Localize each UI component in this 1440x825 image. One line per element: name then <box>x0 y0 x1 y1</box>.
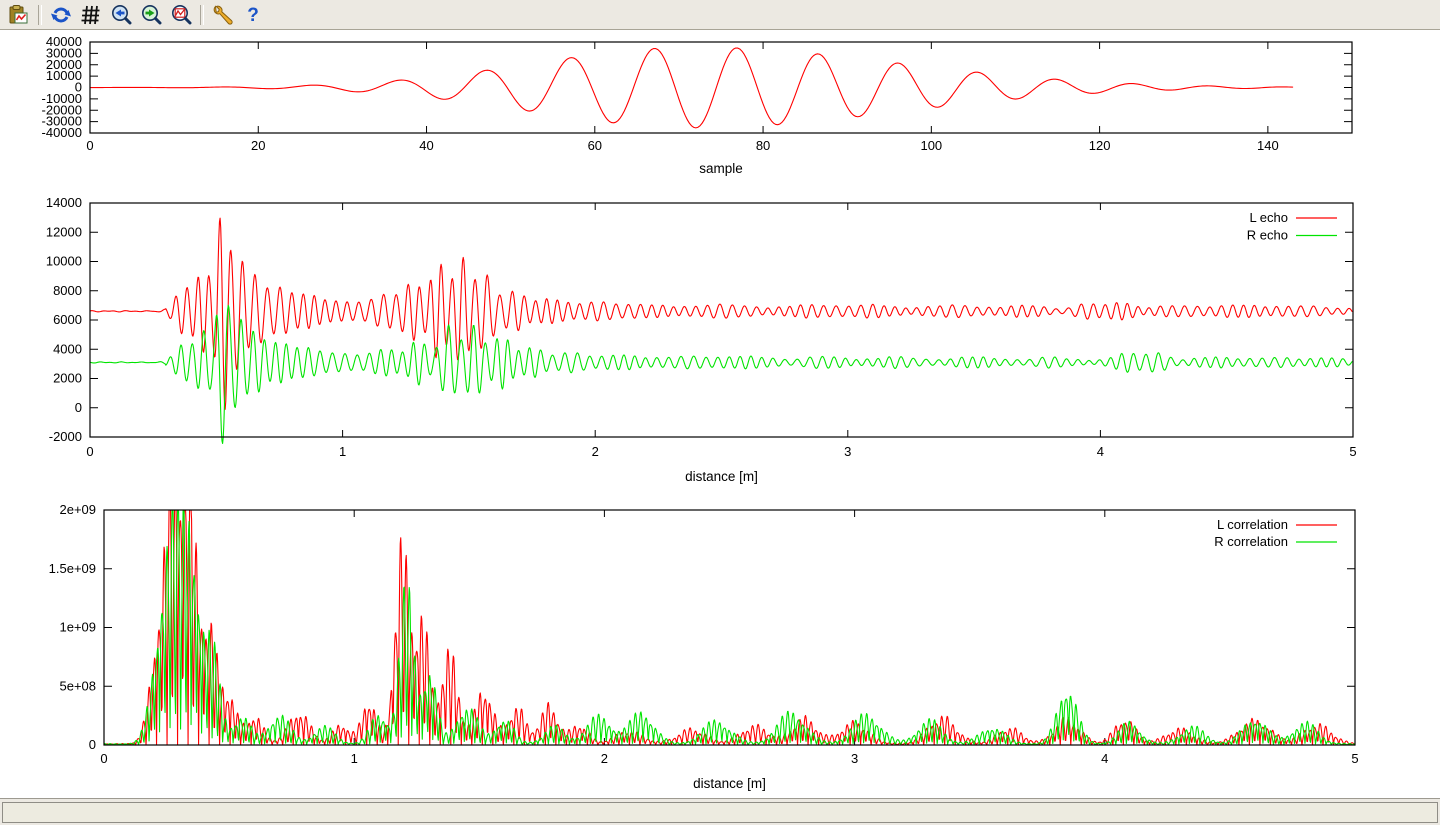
svg-text:100: 100 <box>920 138 942 153</box>
svg-text:0: 0 <box>75 400 82 415</box>
svg-text:8000: 8000 <box>53 283 82 298</box>
svg-text:10000: 10000 <box>46 254 82 269</box>
zoom-previous-button[interactable] <box>107 2 135 28</box>
svg-text:3: 3 <box>851 751 858 766</box>
charts-canvas[interactable]: 0 20 40 60 80 100 120 140-40000-30000-20000-100… <box>0 31 1440 798</box>
svg-text:4: 4 <box>1097 444 1104 459</box>
toggle-grid-button[interactable] <box>77 2 105 28</box>
svg-text:120: 120 <box>1089 138 1111 153</box>
zoom-previous-icon <box>112 4 132 24</box>
svg-text:2000: 2000 <box>53 371 82 386</box>
svg-text:40: 40 <box>419 138 433 153</box>
legend: L echo R echo <box>1247 210 1337 243</box>
series-r-echo <box>89 304 1353 444</box>
svg-text:-20000: -20000 <box>42 102 82 117</box>
zoom-next-button[interactable] <box>137 2 165 28</box>
svg-text:12000: 12000 <box>46 224 82 239</box>
svg-text:2e+09: 2e+09 <box>59 502 96 517</box>
autoscale-button[interactable] <box>167 2 195 28</box>
svg-text:30000: 30000 <box>46 45 82 60</box>
echo-chart[interactable]: 0 1 2 3 4 5 -2000 0 2000 4000 6000 8000 10000 12000 14… <box>46 195 1357 484</box>
svg-text:0: 0 <box>86 444 93 459</box>
wrench-icon <box>213 4 233 25</box>
svg-text:3: 3 <box>844 444 851 459</box>
svg-text:14000: 14000 <box>46 195 82 210</box>
help-icon: ? <box>247 5 259 26</box>
legend-label: L correlation <box>1217 517 1288 532</box>
svg-text:0: 0 <box>86 138 93 153</box>
plot-border <box>89 202 1354 438</box>
copy-to-clipboard-button[interactable] <box>5 2 33 28</box>
toolbar: ? <box>0 0 1440 30</box>
legend-label: R echo <box>1247 228 1288 243</box>
svg-text:-10000: -10000 <box>42 91 82 106</box>
svg-text:20: 20 <box>251 138 265 153</box>
grid-icon <box>81 5 100 24</box>
svg-text:-40000: -40000 <box>42 125 82 140</box>
svg-text:4000: 4000 <box>53 341 82 356</box>
svg-text:80: 80 <box>756 138 770 153</box>
svg-text:-30000: -30000 <box>42 114 82 129</box>
svg-text:1: 1 <box>351 751 358 766</box>
svg-text:4: 4 <box>1101 751 1108 766</box>
plot-surface: 0 20 40 60 80 100 120 140 -40000 -30000 -20000 -100… <box>0 31 1440 798</box>
help-button[interactable]: ? <box>239 2 267 28</box>
tick-labels: 0 1 2 3 4 5 -2000 0 2000 4000 6000 8000 10000 12000 14… <box>46 195 1357 459</box>
zoom-next-icon <box>142 4 162 24</box>
plot-border <box>103 509 1356 746</box>
settings-button[interactable] <box>209 2 237 28</box>
svg-text:-2000: -2000 <box>49 429 82 444</box>
toolbar-separator <box>200 4 204 25</box>
status-bar <box>0 798 1440 825</box>
svg-text:40000: 40000 <box>46 34 82 49</box>
x-axis-label: sample <box>699 161 743 176</box>
legend-label: R correlation <box>1214 534 1288 549</box>
legend-label: L echo <box>1249 210 1288 225</box>
svg-text:0: 0 <box>100 751 107 766</box>
svg-text:6000: 6000 <box>53 312 82 327</box>
svg-text:2: 2 <box>592 444 599 459</box>
svg-text:1e+09: 1e+09 <box>59 620 96 635</box>
replot-icon <box>51 7 71 22</box>
svg-text:140: 140 <box>1257 138 1279 153</box>
axis-ticks <box>103 509 1356 746</box>
svg-text:5: 5 <box>1349 444 1356 459</box>
x-axis-label: distance [m] <box>685 469 758 484</box>
autoscale-icon <box>172 4 192 24</box>
series-excitation <box>90 47 1294 129</box>
svg-text:1.5e+09: 1.5e+09 <box>49 561 96 576</box>
status-field <box>2 802 1438 823</box>
svg-text:5e+08: 5e+08 <box>59 678 96 693</box>
axis-ticks <box>89 202 1354 438</box>
copy-plot-icon <box>9 4 28 23</box>
svg-text:1: 1 <box>339 444 346 459</box>
x-axis-label: distance [m] <box>693 776 766 791</box>
svg-text:5: 5 <box>1351 751 1358 766</box>
axis-ticks <box>89 41 1352 134</box>
svg-text:0: 0 <box>75 80 82 95</box>
legend: L correlation R correlation <box>1214 517 1337 549</box>
svg-text:0: 0 <box>89 737 96 752</box>
plot-border <box>89 41 1353 134</box>
series-l-correlation <box>103 509 1356 746</box>
replot-button[interactable] <box>47 2 75 28</box>
svg-text:20000: 20000 <box>46 57 82 72</box>
svg-text:?: ? <box>247 5 259 26</box>
svg-text:2: 2 <box>601 751 608 766</box>
tick-labels: 0 20 40 60 80 100 120 140 -40000-30000-20000-100… <box>42 34 1279 153</box>
svg-text:60: 60 <box>588 138 602 153</box>
correlation-chart[interactable]: 0 1 2 3 4 5 0 5e+08 1e+09 1.5e+09 2e+09 distance [m… <box>49 502 1359 791</box>
svg-text:10000: 10000 <box>46 68 82 83</box>
excitation-chart[interactable]: 0 20 40 60 80 100 120 140 -40000-30000-20000-100… <box>42 34 1353 176</box>
tick-labels: 0 1 2 3 4 5 0 5e+08 1e+09 1.5e+09 2e+09 <box>49 502 1359 766</box>
toolbar-separator <box>38 4 42 25</box>
series-r-correlation <box>103 509 1356 746</box>
series-l-echo <box>89 217 1353 410</box>
